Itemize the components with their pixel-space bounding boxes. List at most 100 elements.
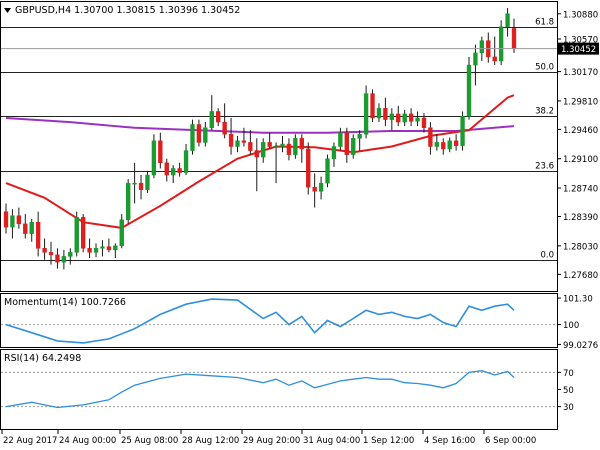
price-tick-label: 1.29810	[563, 97, 598, 107]
candle-body	[177, 168, 182, 173]
time-tick-label: 24 Aug 00:00	[59, 436, 116, 446]
current-price-box	[558, 42, 599, 55]
rsi-tick-label: 70	[563, 369, 574, 379]
candle-body	[228, 134, 234, 147]
candle-body	[190, 124, 195, 151]
candle-body	[511, 28, 517, 50]
sma-fast-line	[5, 94, 515, 229]
time-axis: 22 Aug 2017 24 Aug 00:00 25 Aug 08:00 28 Au…	[1, 430, 536, 446]
rsi-pane-border	[0, 349, 558, 430]
candle-body	[222, 121, 227, 135]
candle-body	[93, 248, 99, 253]
time-tick-label: 29 Aug 20:00	[243, 436, 300, 446]
candle-body	[415, 117, 420, 122]
price-tick-label: 1.30570	[563, 36, 598, 46]
candle-body	[344, 132, 349, 155]
momentum-path	[5, 298, 515, 344]
rsi-tick-label: 30	[563, 403, 574, 413]
candle-body	[331, 146, 337, 159]
candle-body	[254, 150, 259, 158]
candle-body	[48, 252, 54, 256]
candle-body	[402, 113, 407, 123]
price-tick-label: 1.30880	[563, 10, 598, 20]
candle-body	[293, 138, 298, 155]
candle-body	[280, 143, 285, 147]
candle-body	[100, 246, 105, 249]
candle-body	[453, 140, 459, 146]
candle-body	[312, 186, 317, 192]
fib-level-label: 61.8	[535, 18, 554, 28]
candle-body	[158, 140, 163, 164]
candle-body	[267, 142, 272, 147]
sma-fast-path	[5, 94, 515, 229]
candlesticks	[3, 8, 517, 270]
candle-body	[261, 142, 266, 158]
candle-body	[119, 219, 124, 247]
candle-body	[248, 142, 253, 151]
candle-body	[106, 246, 112, 251]
rsi-path	[5, 370, 515, 409]
price-tick-label: 1.28030	[563, 242, 598, 252]
sma-slow-line	[5, 117, 515, 134]
candle-body	[299, 138, 304, 150]
price-pane-title: GBPUSD,H4 1.30700 1.30815 1.30396 1.3045…	[15, 5, 240, 16]
candle-body	[357, 134, 362, 139]
triangle-down-icon[interactable]	[4, 8, 11, 13]
candle-body	[183, 150, 189, 173]
price-tick-label: 1.29460	[563, 126, 598, 136]
momentum-tick-label: 100	[563, 321, 579, 331]
candle-body	[479, 40, 485, 54]
candle-body	[428, 127, 433, 147]
price-tick-label: 1.28390	[563, 213, 598, 223]
rsi-axis: 70 50 30	[1, 369, 574, 413]
candle-body	[35, 221, 41, 249]
rsi-pane-title: RSI(14) 64.2498	[4, 353, 81, 364]
price-pane-header: GBPUSD,H4 1.30700 1.30815 1.30396 1.3045…	[4, 5, 240, 16]
momentum-axis: 101.30 100 99.0276	[1, 295, 598, 351]
candle-body	[29, 221, 34, 234]
candle-body	[498, 26, 504, 62]
candle-body	[466, 64, 472, 117]
candle-body	[61, 256, 67, 263]
candle-body	[42, 248, 47, 253]
current-price-label: 1.30452	[561, 45, 596, 55]
candle-body	[10, 215, 15, 228]
candle-body	[3, 211, 9, 228]
time-tick-label: 22 Aug 2017	[3, 436, 57, 446]
time-tick-label: 28 Aug 12:00	[182, 436, 239, 446]
candle-body	[473, 52, 478, 66]
price-tick-label: 1.30170	[563, 68, 598, 78]
fib-level-label: 38.2	[535, 107, 554, 117]
fib-level-label: 23.6	[535, 162, 554, 172]
candle-body	[408, 113, 414, 122]
candle-body	[196, 124, 202, 143]
time-tick-label: 1 Sep 12:00	[363, 436, 414, 446]
candle-body	[235, 140, 240, 147]
candle-body	[87, 248, 92, 253]
candle-body	[74, 217, 79, 253]
candle-body	[125, 182, 131, 221]
time-tick-label: 31 Aug 04:00	[303, 436, 360, 446]
candle-body	[318, 182, 324, 192]
momentum-tick-label: 101.30	[563, 295, 593, 305]
momentum-line	[5, 298, 515, 344]
time-tick-label: 4 Sep 16:00	[424, 436, 475, 446]
price-tick-label: 1.27680	[563, 271, 598, 281]
candle-body	[363, 93, 369, 135]
candle-body	[421, 117, 427, 129]
momentum-tick-label: 99.0276	[563, 341, 598, 351]
candle-body	[447, 140, 452, 150]
candle-body	[383, 107, 388, 120]
sma-slow-path	[5, 117, 515, 134]
rsi-tick-label: 50	[563, 386, 574, 396]
current-price-tag: 1.30452	[1, 42, 599, 55]
candle-body	[80, 217, 86, 249]
time-tick-label: 25 Aug 08:00	[121, 436, 178, 446]
candle-body	[286, 143, 292, 155]
candle-body	[68, 252, 73, 257]
candle-body	[351, 138, 356, 155]
candle-body	[389, 113, 395, 120]
fib-level-label: 0.0	[540, 251, 554, 261]
candle-body	[209, 111, 214, 129]
